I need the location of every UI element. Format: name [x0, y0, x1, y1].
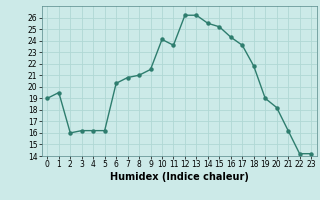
- X-axis label: Humidex (Indice chaleur): Humidex (Indice chaleur): [110, 172, 249, 182]
